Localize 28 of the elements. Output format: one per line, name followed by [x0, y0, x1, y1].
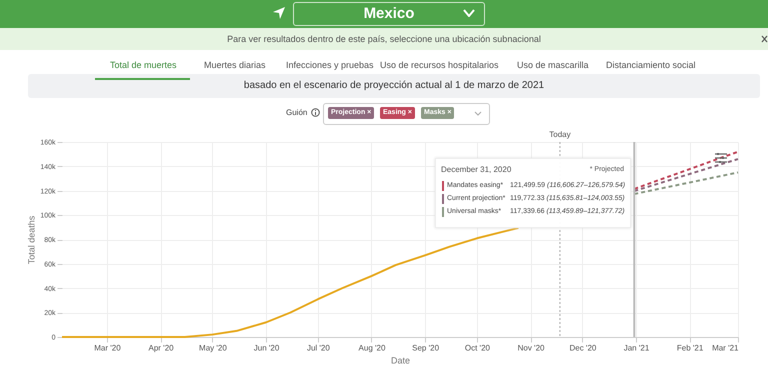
- x-tick-label: Mar '20: [94, 344, 122, 352]
- x-tick-label: Jan '21: [624, 344, 650, 352]
- x-tick-label: May '20: [199, 344, 228, 352]
- x-tick-label: Nov '20: [518, 344, 546, 352]
- text: Infecciones y pruebas: [286, 60, 374, 70]
- text: Distanciamiento social: [606, 60, 696, 70]
- x-tick-label: Apr '20: [148, 344, 174, 352]
- x-tick-label: Aug '20: [358, 344, 386, 352]
- x-axis-title: Date: [390, 356, 410, 366]
- x-tick-label: Oct '20: [464, 344, 491, 352]
- text: Muertes diarias: [204, 60, 266, 70]
- x-tick-label: Mar '21: [712, 344, 740, 352]
- x-tick-label: Sep '20: [412, 344, 440, 352]
- text: Para ver resultados dentro de este país, seleccione una ubicación subnacional: [0, 28, 768, 50]
- chart-title: Mexico: [293, 2, 485, 26]
- line-series: [61, 226, 520, 338]
- annotation: December 31, 2020: [441, 165, 512, 174]
- y-axis-title: Total deaths: [26, 215, 36, 264]
- text: Total de muertes: [110, 60, 177, 70]
- text: Uso de mascarilla: [517, 60, 589, 70]
- x-tick-label: Jul '20: [306, 344, 330, 352]
- x-tick-label: Feb '21: [676, 344, 704, 352]
- chart-subtitle: basado en el escenario de proyección actual al 1 de marzo de 2021: [28, 74, 760, 98]
- x-tick-label: Dec '20: [569, 344, 597, 352]
- x-tick-label: Jun '20: [254, 344, 280, 352]
- ref-line-label: Today: [549, 130, 571, 139]
- text: Guión: [286, 108, 308, 117]
- text: Uso de recursos hospitalarios: [380, 60, 499, 70]
